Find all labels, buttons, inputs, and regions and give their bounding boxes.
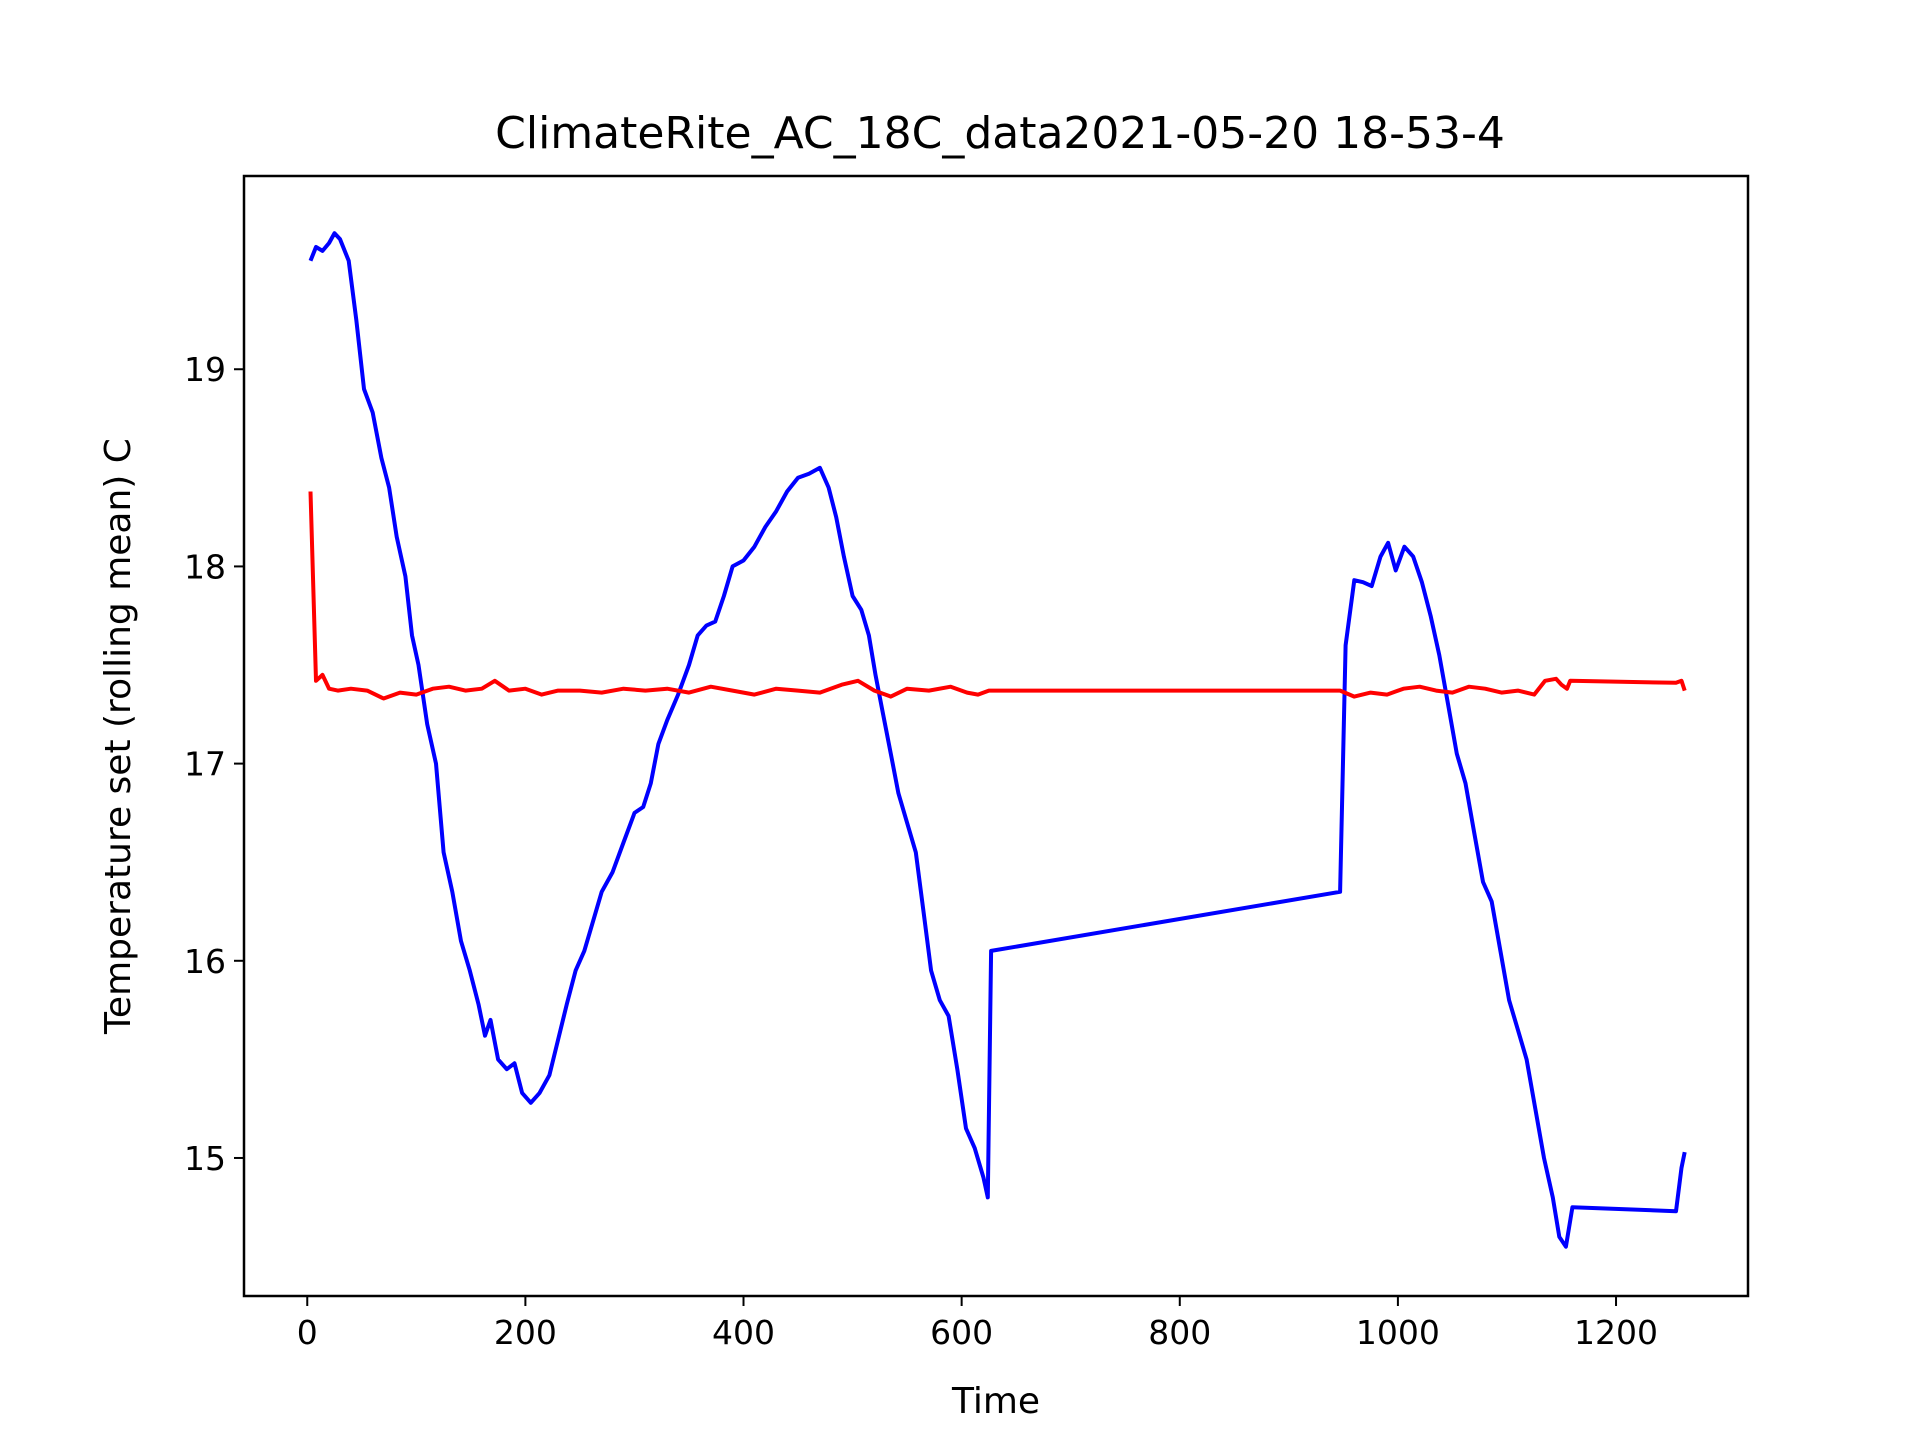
- series-layer: [308, 231, 1687, 1249]
- x-tick-label: 0: [297, 1313, 318, 1352]
- x-axis-ticks: 0 200 400 600 800 1000 1200: [297, 1296, 1658, 1352]
- x-axis-label: Time: [951, 1381, 1040, 1422]
- y-tick-label: 18: [184, 547, 226, 586]
- x-tick-label: 1200: [1574, 1313, 1658, 1352]
- series-line-2: [308, 491, 1687, 701]
- x-tick-label: 600: [930, 1313, 993, 1352]
- y-axis-label: Temperature set (rolling mean) C: [98, 438, 139, 1035]
- y-tick-label: 17: [184, 745, 226, 784]
- chart-title: ClimateRite_AC_18C_data2021-05-20 18-53-…: [495, 108, 1505, 159]
- y-axis-ticks: 15 16 17 18 19: [184, 350, 244, 1178]
- y-tick-label: 19: [184, 350, 226, 389]
- x-tick-label: 800: [1148, 1313, 1211, 1352]
- y-tick-label: 15: [184, 1139, 226, 1178]
- x-tick-label: 400: [712, 1313, 775, 1352]
- plot-frame: [242, 174, 1750, 1298]
- series-line-1: [308, 231, 1687, 1249]
- x-tick-label: 200: [494, 1313, 557, 1352]
- y-tick-label: 16: [184, 942, 226, 981]
- x-tick-label: 1000: [1356, 1313, 1440, 1352]
